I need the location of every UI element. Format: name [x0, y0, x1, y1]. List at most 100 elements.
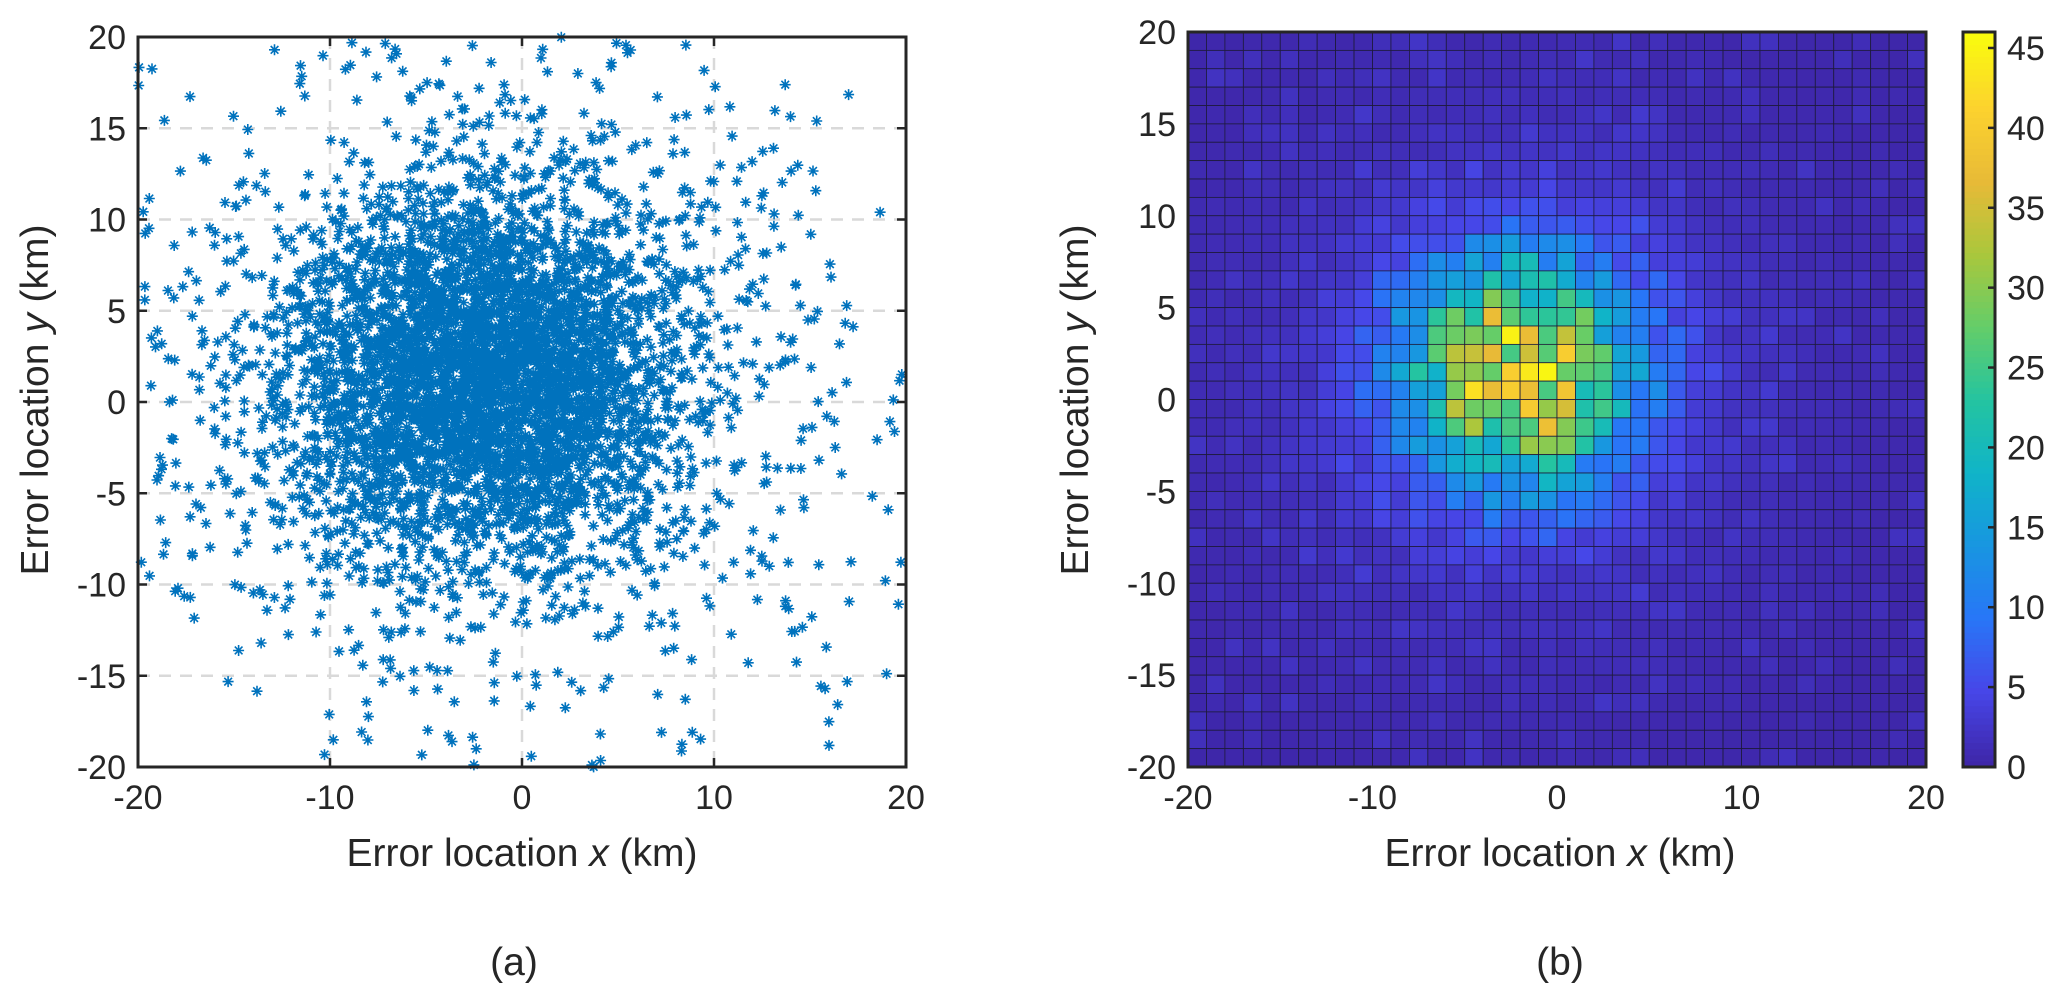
heatmap-cell	[1704, 288, 1724, 309]
colorbar-step	[1963, 589, 1995, 597]
heatmap-cell	[1630, 362, 1650, 382]
heatmap-cell	[1316, 215, 1337, 235]
heatmap-cell	[1814, 86, 1835, 106]
heatmap-cell	[1611, 307, 1632, 327]
heatmap-cell	[1685, 711, 1706, 731]
heatmap-cell	[1778, 215, 1798, 235]
heatmap-y-axis-label: Error location y (km)	[1054, 224, 1097, 575]
scatter-y-tick-label: -15	[77, 658, 126, 696]
heatmap-cell	[1741, 417, 1761, 437]
heatmap-cell	[1556, 399, 1576, 419]
heatmap-cell	[1482, 711, 1503, 731]
heatmap-cell	[1870, 674, 1890, 694]
heatmap-cell	[1242, 454, 1263, 474]
heatmap-cell	[1667, 399, 1687, 419]
heatmap-cell	[1316, 141, 1337, 162]
heatmap-cell	[1464, 619, 1484, 639]
heatmap-cell	[1611, 288, 1632, 309]
heatmap-cell	[1593, 546, 1613, 566]
heatmap-cell	[1759, 564, 1779, 584]
heatmap-cell	[1759, 693, 1779, 713]
heatmap-cell	[1907, 527, 1927, 547]
heatmap-cell	[1390, 693, 1410, 713]
heatmap-cell	[1279, 325, 1300, 345]
heatmap-cell	[1888, 178, 1908, 198]
heatmap-cell	[1427, 527, 1447, 547]
heatmap-cell	[1575, 288, 1595, 309]
heatmap-cell	[1648, 288, 1669, 309]
heatmap-cell	[1907, 252, 1927, 272]
heatmap-cell	[1888, 546, 1908, 566]
heatmap-cell	[1630, 527, 1650, 547]
heatmap-cell	[1206, 325, 1226, 345]
heatmap-cell	[1316, 178, 1337, 198]
heatmap-cell	[1685, 399, 1706, 419]
heatmap-cell	[1593, 509, 1613, 529]
scatter-x-axis-label: Error location x (km)	[346, 832, 697, 875]
heatmap-cell	[1464, 362, 1484, 382]
heatmap-cell	[1519, 160, 1539, 180]
heatmap-cell	[1630, 49, 1650, 70]
heatmap-cell	[1833, 454, 1853, 474]
heatmap-cell	[1316, 619, 1337, 639]
heatmap-cell	[1501, 619, 1521, 639]
colorbar-tick-label: 10	[2007, 589, 2045, 627]
heatmap-cell	[1298, 160, 1318, 180]
heatmap-cell	[1611, 711, 1632, 731]
heatmap-cell	[1409, 601, 1429, 621]
heatmap-cell	[1427, 693, 1447, 713]
heatmap-cell	[1427, 233, 1447, 253]
heatmap-cell	[1704, 435, 1724, 456]
heatmap-cell	[1279, 729, 1300, 750]
colorbar-step	[1963, 736, 1995, 744]
heatmap-cell	[1907, 601, 1927, 621]
heatmap-cell	[1722, 362, 1742, 382]
heatmap-cell	[1242, 31, 1263, 51]
heatmap-cell	[1796, 307, 1816, 327]
heatmap-cell	[1353, 31, 1373, 51]
heatmap-cell	[1593, 380, 1613, 400]
heatmap-cell	[1722, 490, 1742, 511]
colorbar-step	[1963, 754, 1995, 762]
heatmap-cell	[1759, 252, 1779, 272]
heatmap-cell	[1833, 307, 1853, 327]
heatmap-cell	[1206, 160, 1226, 180]
heatmap-cell	[1353, 472, 1373, 492]
heatmap-cell	[1556, 270, 1576, 290]
heatmap-cell	[1630, 472, 1650, 492]
heatmap-cell	[1206, 509, 1226, 529]
heatmap-cell	[1611, 362, 1632, 382]
heatmap-cell	[1279, 546, 1300, 566]
heatmap-cell	[1335, 582, 1355, 603]
colorbar-frame	[1961, 30, 1997, 769]
heatmap-cell	[1833, 86, 1853, 106]
heatmap-cell	[1685, 252, 1706, 272]
heatmap-cell	[1833, 380, 1853, 400]
heatmap-cell	[1722, 527, 1742, 547]
heatmap-cell	[1667, 656, 1687, 676]
heatmap-cell	[1335, 215, 1355, 235]
heatmap-cell	[1575, 49, 1595, 70]
heatmap-cell	[1778, 362, 1798, 382]
heatmap-cell	[1778, 343, 1798, 364]
heatmap-cell	[1888, 380, 1908, 400]
heatmap-cell	[1667, 454, 1687, 474]
heatmap-cell	[1611, 417, 1632, 437]
colorbar-step	[1963, 209, 1995, 217]
heatmap-cell	[1519, 582, 1539, 603]
heatmap-cell	[1630, 196, 1650, 217]
heatmap-cell	[1353, 270, 1373, 290]
heatmap-cell	[1464, 31, 1484, 51]
heatmap-cell	[1445, 472, 1466, 492]
heatmap-cell	[1870, 105, 1890, 125]
heatmap-cell	[1261, 288, 1281, 309]
heatmap-cell	[1722, 196, 1742, 217]
heatmap-cell	[1335, 435, 1355, 456]
heatmap-cell	[1372, 490, 1392, 511]
heatmap-cell	[1538, 399, 1558, 419]
heatmap-cell	[1648, 49, 1669, 70]
heatmap-cell	[1206, 141, 1226, 162]
heatmap-cell	[1685, 380, 1706, 400]
heatmap-cell	[1390, 160, 1410, 180]
heatmap-cell	[1206, 729, 1226, 750]
